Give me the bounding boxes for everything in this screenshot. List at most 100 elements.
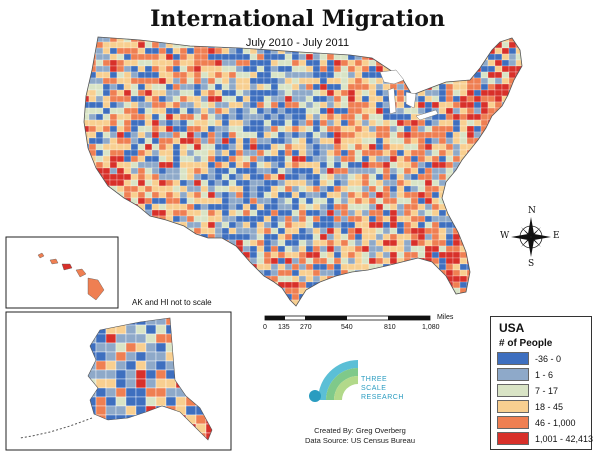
county-cell bbox=[410, 281, 419, 289]
county-cell bbox=[291, 65, 300, 73]
scale-tick-2: 270 bbox=[300, 324, 312, 331]
county-cell bbox=[298, 221, 307, 229]
county-cell bbox=[179, 203, 188, 211]
county-cell bbox=[417, 227, 426, 235]
county-cell bbox=[445, 143, 454, 151]
county-cell bbox=[228, 197, 237, 205]
county-cell bbox=[312, 257, 321, 265]
county-cell bbox=[249, 209, 258, 217]
county-cell bbox=[102, 113, 111, 121]
county-cell bbox=[368, 125, 377, 133]
county-cell bbox=[403, 143, 412, 151]
county-cell bbox=[515, 107, 522, 115]
county-cell bbox=[263, 221, 272, 229]
county-cell bbox=[340, 263, 349, 271]
county-cell bbox=[431, 269, 440, 277]
county-cell bbox=[186, 77, 195, 85]
county-cell bbox=[179, 125, 188, 133]
county-cell bbox=[291, 83, 300, 91]
county-cell bbox=[214, 83, 223, 91]
borough-cell bbox=[115, 378, 127, 389]
county-cell bbox=[235, 209, 244, 217]
county-cell bbox=[228, 59, 237, 67]
county-cell bbox=[193, 41, 202, 49]
county-cell bbox=[109, 77, 118, 85]
county-cell bbox=[207, 257, 216, 265]
county-cell bbox=[347, 257, 356, 265]
county-cell bbox=[214, 233, 223, 241]
county-cell bbox=[277, 71, 286, 79]
county-cell bbox=[305, 281, 314, 289]
county-cell bbox=[508, 299, 517, 306]
county-cell bbox=[494, 161, 503, 169]
county-cell bbox=[326, 281, 335, 289]
county-cell bbox=[508, 239, 517, 247]
county-cell bbox=[123, 47, 132, 55]
borough-cell bbox=[95, 342, 107, 353]
county-cell bbox=[438, 37, 447, 43]
county-cell bbox=[270, 227, 279, 235]
county-cell bbox=[487, 251, 496, 259]
county-cell bbox=[459, 53, 468, 61]
county-cell bbox=[123, 161, 132, 169]
county-cell bbox=[438, 263, 447, 271]
county-cell bbox=[263, 263, 272, 271]
county-cell bbox=[494, 143, 503, 151]
county-cell bbox=[179, 65, 188, 73]
county-cell bbox=[242, 269, 251, 277]
borough-cell bbox=[135, 342, 147, 353]
county-cell bbox=[487, 77, 496, 85]
county-cell bbox=[151, 131, 160, 139]
borough-cell bbox=[105, 369, 117, 380]
county-cell bbox=[445, 197, 454, 205]
county-cell bbox=[396, 107, 405, 115]
borough-cell bbox=[95, 405, 107, 416]
county-cell bbox=[501, 149, 510, 157]
county-cell bbox=[319, 149, 328, 157]
county-cell bbox=[207, 197, 216, 205]
county-cell bbox=[473, 143, 482, 151]
county-cell bbox=[389, 125, 398, 133]
county-cell bbox=[319, 251, 328, 259]
county-cell bbox=[186, 41, 195, 49]
county-cell bbox=[396, 59, 405, 67]
county-cell bbox=[305, 89, 314, 97]
county-cell bbox=[354, 221, 363, 229]
county-cell bbox=[130, 221, 139, 229]
county-cell bbox=[186, 155, 195, 163]
county-cell bbox=[312, 83, 321, 91]
county-cell bbox=[452, 215, 461, 223]
county-cell bbox=[221, 95, 230, 103]
county-cell bbox=[298, 41, 307, 49]
county-cell bbox=[523, 120, 530, 126]
county-cell bbox=[186, 113, 195, 121]
county-cell bbox=[452, 203, 461, 211]
county-cell bbox=[473, 125, 482, 133]
county-cell bbox=[263, 179, 272, 187]
county-cell bbox=[340, 299, 349, 306]
county-cell bbox=[207, 167, 216, 175]
county-cell bbox=[452, 95, 461, 103]
county-cell bbox=[88, 131, 97, 139]
county-cell bbox=[487, 209, 496, 217]
county-cell bbox=[368, 83, 377, 91]
county-cell bbox=[116, 47, 125, 55]
county-cell bbox=[193, 173, 202, 181]
county-cell bbox=[417, 209, 426, 217]
county-cell bbox=[424, 101, 433, 109]
county-cell bbox=[417, 275, 426, 283]
county-cell bbox=[249, 101, 258, 109]
county-cell bbox=[501, 65, 510, 73]
county-cell bbox=[214, 137, 223, 145]
borough-cell bbox=[95, 378, 107, 389]
county-cell bbox=[151, 287, 160, 295]
county-cell bbox=[508, 197, 517, 205]
county-cell bbox=[298, 191, 307, 199]
county-cell bbox=[523, 144, 530, 150]
county-cell bbox=[235, 83, 244, 91]
county-cell bbox=[403, 179, 412, 187]
county-cell bbox=[305, 95, 314, 103]
county-cell bbox=[144, 287, 153, 295]
county-cell bbox=[431, 263, 440, 271]
county-cell bbox=[130, 263, 139, 271]
